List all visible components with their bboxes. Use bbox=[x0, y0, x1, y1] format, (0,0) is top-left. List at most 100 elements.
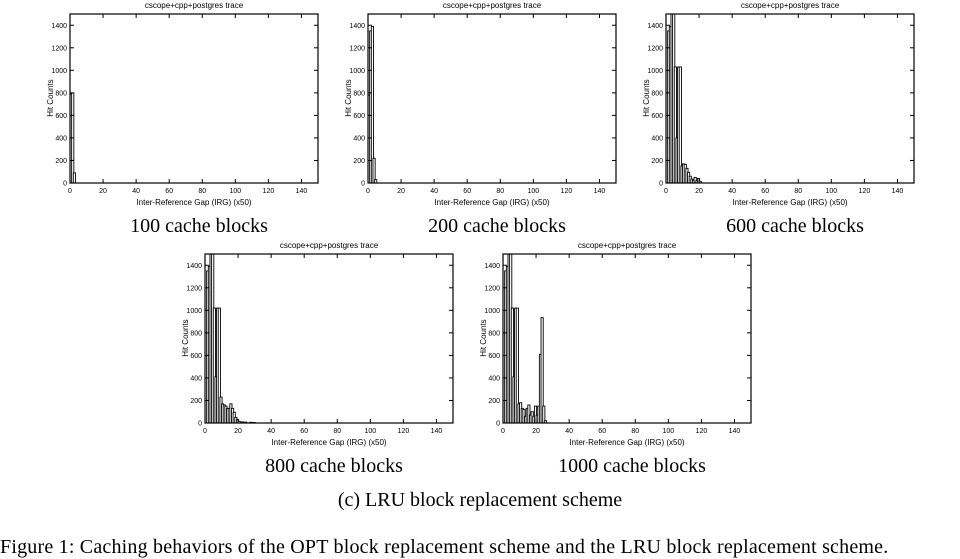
svg-text:200: 200 bbox=[190, 398, 202, 405]
svg-text:100: 100 bbox=[662, 428, 674, 435]
svg-text:40: 40 bbox=[565, 428, 573, 435]
plot-area: 0 20 40 60 80 100 120 1400200400600800100012001… bbox=[647, 13, 915, 195]
svg-text:0: 0 bbox=[496, 421, 500, 428]
svg-text:800: 800 bbox=[488, 330, 500, 337]
svg-text:200: 200 bbox=[488, 398, 500, 405]
svg-text:1200: 1200 bbox=[186, 285, 202, 292]
subplot-caption-1000-cache-blocks: 1000 cache blocks bbox=[558, 455, 706, 477]
x-axis-label: Inter-Reference Gap (IRG) (x50) bbox=[732, 198, 848, 207]
x-axis-label: Inter-Reference Gap (IRG) (x50) bbox=[136, 198, 252, 207]
svg-text:140: 140 bbox=[892, 188, 904, 195]
svg-text:1200: 1200 bbox=[484, 285, 500, 292]
figure-caption: Figure 1: Caching behaviors of the OPT b… bbox=[0, 536, 889, 558]
svg-text:80: 80 bbox=[794, 188, 802, 195]
chart-block-600: cscope+cpp+postgres trace Hit Counts 0 20… bbox=[626, 0, 924, 238]
plot-area: 0 20 40 60 80 100 120 1400200400600800100012001… bbox=[51, 13, 319, 195]
subfigure-caption: (c) LRU block replacement scheme bbox=[337, 489, 623, 511]
chart-title: cscope+cpp+postgres trace bbox=[144, 1, 244, 10]
svg-text:0: 0 bbox=[501, 428, 505, 435]
svg-text:1400: 1400 bbox=[647, 23, 663, 30]
histogram-800-cache-blocks: cscope+cpp+postgres trace Hit Counts 0 20… bbox=[165, 240, 463, 450]
svg-text:1000: 1000 bbox=[51, 68, 67, 75]
svg-text:600: 600 bbox=[651, 113, 663, 120]
svg-text:100: 100 bbox=[527, 188, 539, 195]
svg-text:0: 0 bbox=[664, 188, 668, 195]
svg-text:1400: 1400 bbox=[51, 23, 67, 30]
chart-row-top: cscope+cpp+postgres trace Hit Counts 0 20… bbox=[30, 0, 960, 238]
svg-text:600: 600 bbox=[55, 113, 67, 120]
svg-text:40: 40 bbox=[267, 428, 275, 435]
chart-block-200: cscope+cpp+postgres trace Hit Counts 0 20… bbox=[328, 0, 626, 238]
svg-text:20: 20 bbox=[532, 428, 540, 435]
svg-text:400: 400 bbox=[651, 135, 663, 142]
svg-text:60: 60 bbox=[300, 428, 308, 435]
svg-text:20: 20 bbox=[695, 188, 703, 195]
svg-text:120: 120 bbox=[859, 188, 871, 195]
svg-text:100: 100 bbox=[364, 428, 376, 435]
svg-text:120: 120 bbox=[696, 428, 708, 435]
svg-text:100: 100 bbox=[229, 188, 241, 195]
svg-text:40: 40 bbox=[728, 188, 736, 195]
svg-text:1000: 1000 bbox=[647, 68, 663, 75]
subplot-caption-200-cache-blocks: 200 cache blocks bbox=[428, 215, 566, 237]
chart-title: cscope+cpp+postgres trace bbox=[442, 1, 542, 10]
subplot-caption-600-cache-blocks: 600 cache blocks bbox=[726, 215, 864, 237]
svg-text:1000: 1000 bbox=[349, 68, 365, 75]
svg-text:0: 0 bbox=[659, 181, 663, 188]
svg-text:600: 600 bbox=[190, 353, 202, 360]
svg-text:1200: 1200 bbox=[647, 45, 663, 52]
histogram-1000-cache-blocks: cscope+cpp+postgres trace Hit Counts 0 20… bbox=[463, 240, 761, 450]
svg-text:120: 120 bbox=[561, 188, 573, 195]
x-axis-label: Inter-Reference Gap (IRG) (x50) bbox=[271, 438, 387, 447]
svg-text:1400: 1400 bbox=[186, 263, 202, 270]
svg-text:800: 800 bbox=[353, 90, 365, 97]
subplot-caption-800-cache-blocks: 800 cache blocks bbox=[265, 455, 403, 477]
svg-text:1200: 1200 bbox=[51, 45, 67, 52]
svg-text:100: 100 bbox=[825, 188, 837, 195]
svg-text:0: 0 bbox=[63, 181, 67, 188]
svg-text:0: 0 bbox=[203, 428, 207, 435]
histogram-200-cache-blocks: cscope+cpp+postgres trace Hit Counts 0 20… bbox=[328, 0, 626, 210]
histogram-600-cache-blocks: cscope+cpp+postgres trace Hit Counts 0 20… bbox=[626, 0, 924, 210]
svg-text:0: 0 bbox=[198, 421, 202, 428]
svg-text:60: 60 bbox=[165, 188, 173, 195]
x-axis-label: Inter-Reference Gap (IRG) (x50) bbox=[569, 438, 685, 447]
svg-text:60: 60 bbox=[761, 188, 769, 195]
svg-text:0: 0 bbox=[68, 188, 72, 195]
svg-text:140: 140 bbox=[594, 188, 606, 195]
chart-row-bottom: cscope+cpp+postgres trace Hit Counts 0 20… bbox=[165, 240, 960, 478]
svg-text:0: 0 bbox=[361, 181, 365, 188]
plot-area: 0 20 40 60 80 100 120 1400200400600800100012001… bbox=[349, 13, 617, 195]
svg-text:800: 800 bbox=[651, 90, 663, 97]
svg-text:1200: 1200 bbox=[349, 45, 365, 52]
svg-text:400: 400 bbox=[488, 375, 500, 382]
svg-text:200: 200 bbox=[353, 158, 365, 165]
svg-text:20: 20 bbox=[397, 188, 405, 195]
chart-title: cscope+cpp+postgres trace bbox=[740, 1, 840, 10]
svg-text:1000: 1000 bbox=[484, 308, 500, 315]
svg-text:200: 200 bbox=[55, 158, 67, 165]
subplot-caption-100-cache-blocks: 100 cache blocks bbox=[130, 215, 268, 237]
chart-block-100: cscope+cpp+postgres trace Hit Counts 0 20… bbox=[30, 0, 328, 238]
svg-text:20: 20 bbox=[99, 188, 107, 195]
svg-text:140: 140 bbox=[296, 188, 308, 195]
svg-text:40: 40 bbox=[430, 188, 438, 195]
svg-text:20: 20 bbox=[234, 428, 242, 435]
chart-block-800: cscope+cpp+postgres trace Hit Counts 0 20… bbox=[165, 240, 463, 478]
chart-title: cscope+cpp+postgres trace bbox=[279, 241, 379, 250]
x-axis-label: Inter-Reference Gap (IRG) (x50) bbox=[434, 198, 550, 207]
histogram-100-cache-blocks: cscope+cpp+postgres trace Hit Counts 0 20… bbox=[30, 0, 328, 210]
chart-block-1000: cscope+cpp+postgres trace Hit Counts 0 20… bbox=[463, 240, 761, 478]
svg-text:80: 80 bbox=[333, 428, 341, 435]
svg-text:80: 80 bbox=[198, 188, 206, 195]
chart-title: cscope+cpp+postgres trace bbox=[577, 241, 677, 250]
svg-text:1000: 1000 bbox=[186, 308, 202, 315]
svg-text:140: 140 bbox=[729, 428, 741, 435]
svg-text:400: 400 bbox=[55, 135, 67, 142]
svg-text:600: 600 bbox=[488, 353, 500, 360]
svg-text:0: 0 bbox=[366, 188, 370, 195]
svg-text:600: 600 bbox=[353, 113, 365, 120]
plot-area: 0 20 40 60 80 100 120 1400200400600800100012001… bbox=[186, 253, 454, 435]
svg-text:1400: 1400 bbox=[349, 23, 365, 30]
